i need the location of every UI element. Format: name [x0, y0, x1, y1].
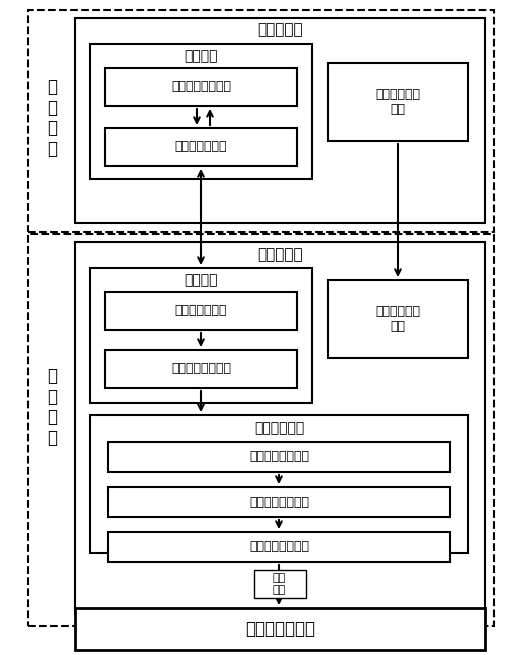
FancyBboxPatch shape — [75, 242, 484, 615]
Text: 通信模块: 通信模块 — [184, 49, 217, 63]
FancyBboxPatch shape — [105, 128, 296, 166]
FancyBboxPatch shape — [90, 415, 467, 553]
FancyBboxPatch shape — [253, 570, 305, 598]
Text: 数据包收发单元: 数据包收发单元 — [175, 141, 227, 153]
FancyBboxPatch shape — [75, 18, 484, 223]
FancyBboxPatch shape — [105, 68, 296, 106]
Text: 运动
指令: 运动 指令 — [272, 573, 285, 595]
FancyBboxPatch shape — [105, 292, 296, 330]
Text: 数据包收发单元: 数据包收发单元 — [175, 305, 227, 318]
FancyBboxPatch shape — [108, 532, 449, 562]
Text: 调度决策生戛单元: 调度决策生戛单元 — [248, 495, 308, 508]
Text: 时钟信号同步
模块: 时钟信号同步 模块 — [375, 305, 420, 333]
Text: 服
务
器
端: 服 务 器 端 — [47, 78, 57, 159]
Text: 客户端程序: 客户端程序 — [257, 248, 302, 263]
FancyBboxPatch shape — [28, 234, 493, 626]
Text: 机器人主控程序: 机器人主控程序 — [244, 620, 315, 638]
Text: 调度指令转淦单元: 调度指令转淦单元 — [248, 540, 308, 553]
FancyBboxPatch shape — [327, 63, 467, 141]
Text: 数据包后处理单元: 数据包后处理单元 — [171, 362, 231, 375]
FancyBboxPatch shape — [108, 487, 449, 517]
FancyBboxPatch shape — [28, 10, 493, 232]
FancyBboxPatch shape — [75, 608, 484, 650]
Text: 通信模块: 通信模块 — [184, 273, 217, 287]
Text: 数据包后处理单元: 数据包后处理单元 — [171, 81, 231, 94]
FancyBboxPatch shape — [90, 44, 312, 179]
FancyBboxPatch shape — [327, 280, 467, 358]
Text: 调度决策模块: 调度决策模块 — [253, 421, 303, 435]
FancyBboxPatch shape — [105, 350, 296, 388]
Text: 调度区域判定单元: 调度区域判定单元 — [248, 451, 308, 464]
Text: 机
器
人
端: 机 器 人 端 — [47, 367, 57, 447]
FancyBboxPatch shape — [90, 268, 312, 403]
Text: 时钟信号同步
模块: 时钟信号同步 模块 — [375, 88, 420, 116]
Text: 服务器程序: 服务器程序 — [257, 22, 302, 37]
FancyBboxPatch shape — [108, 442, 449, 472]
